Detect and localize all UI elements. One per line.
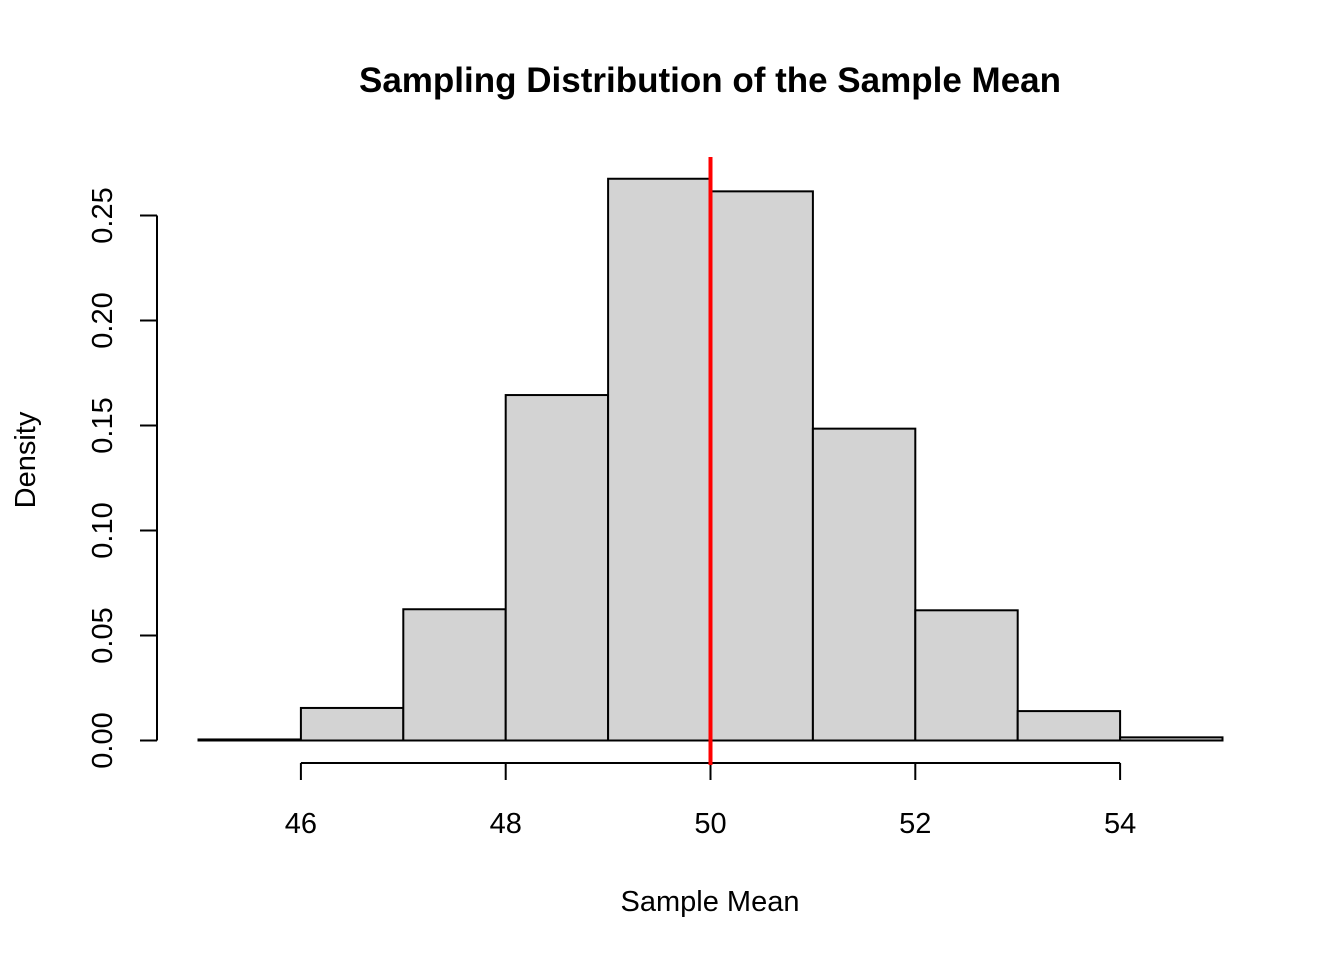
y-tick-label: 0.00 — [87, 712, 119, 768]
chart-title: Sampling Distribution of the Sample Mean — [359, 61, 1061, 100]
y-tick-label: 0.15 — [87, 397, 119, 453]
histogram-bar-8 — [1016, 710, 1122, 742]
histogram-bar-0 — [197, 738, 302, 742]
x-tick-label: 54 — [1104, 808, 1136, 840]
histogram-bar-5 — [709, 190, 814, 742]
x-tick-label: 52 — [899, 808, 931, 840]
x-axis-label: Sample Mean — [621, 886, 800, 918]
y-axis: 0.00 0.05 0.10 0.15 0.20 0.25 — [87, 187, 158, 769]
x-axis: 46 48 50 52 54 — [285, 762, 1136, 840]
histogram-bar-1 — [299, 706, 405, 742]
histogram-bar-9 — [1119, 736, 1224, 742]
histogram-bars — [197, 177, 1224, 742]
x-tick-label: 46 — [285, 808, 317, 840]
y-tick-label: 0.05 — [87, 607, 119, 663]
x-tick-label: 50 — [694, 808, 726, 840]
y-tick-label: 0.10 — [87, 502, 119, 558]
histogram-bar-4 — [607, 177, 712, 742]
y-axis-label: Density — [10, 411, 42, 508]
y-tick-label: 0.20 — [87, 292, 119, 348]
y-tick-label: 0.25 — [87, 187, 119, 243]
histogram-bar-6 — [811, 427, 917, 742]
histogram-bar-2 — [402, 608, 507, 742]
x-tick-label: 48 — [490, 808, 522, 840]
histogram-bar-7 — [914, 609, 1019, 742]
histogram-bar-3 — [504, 394, 610, 742]
